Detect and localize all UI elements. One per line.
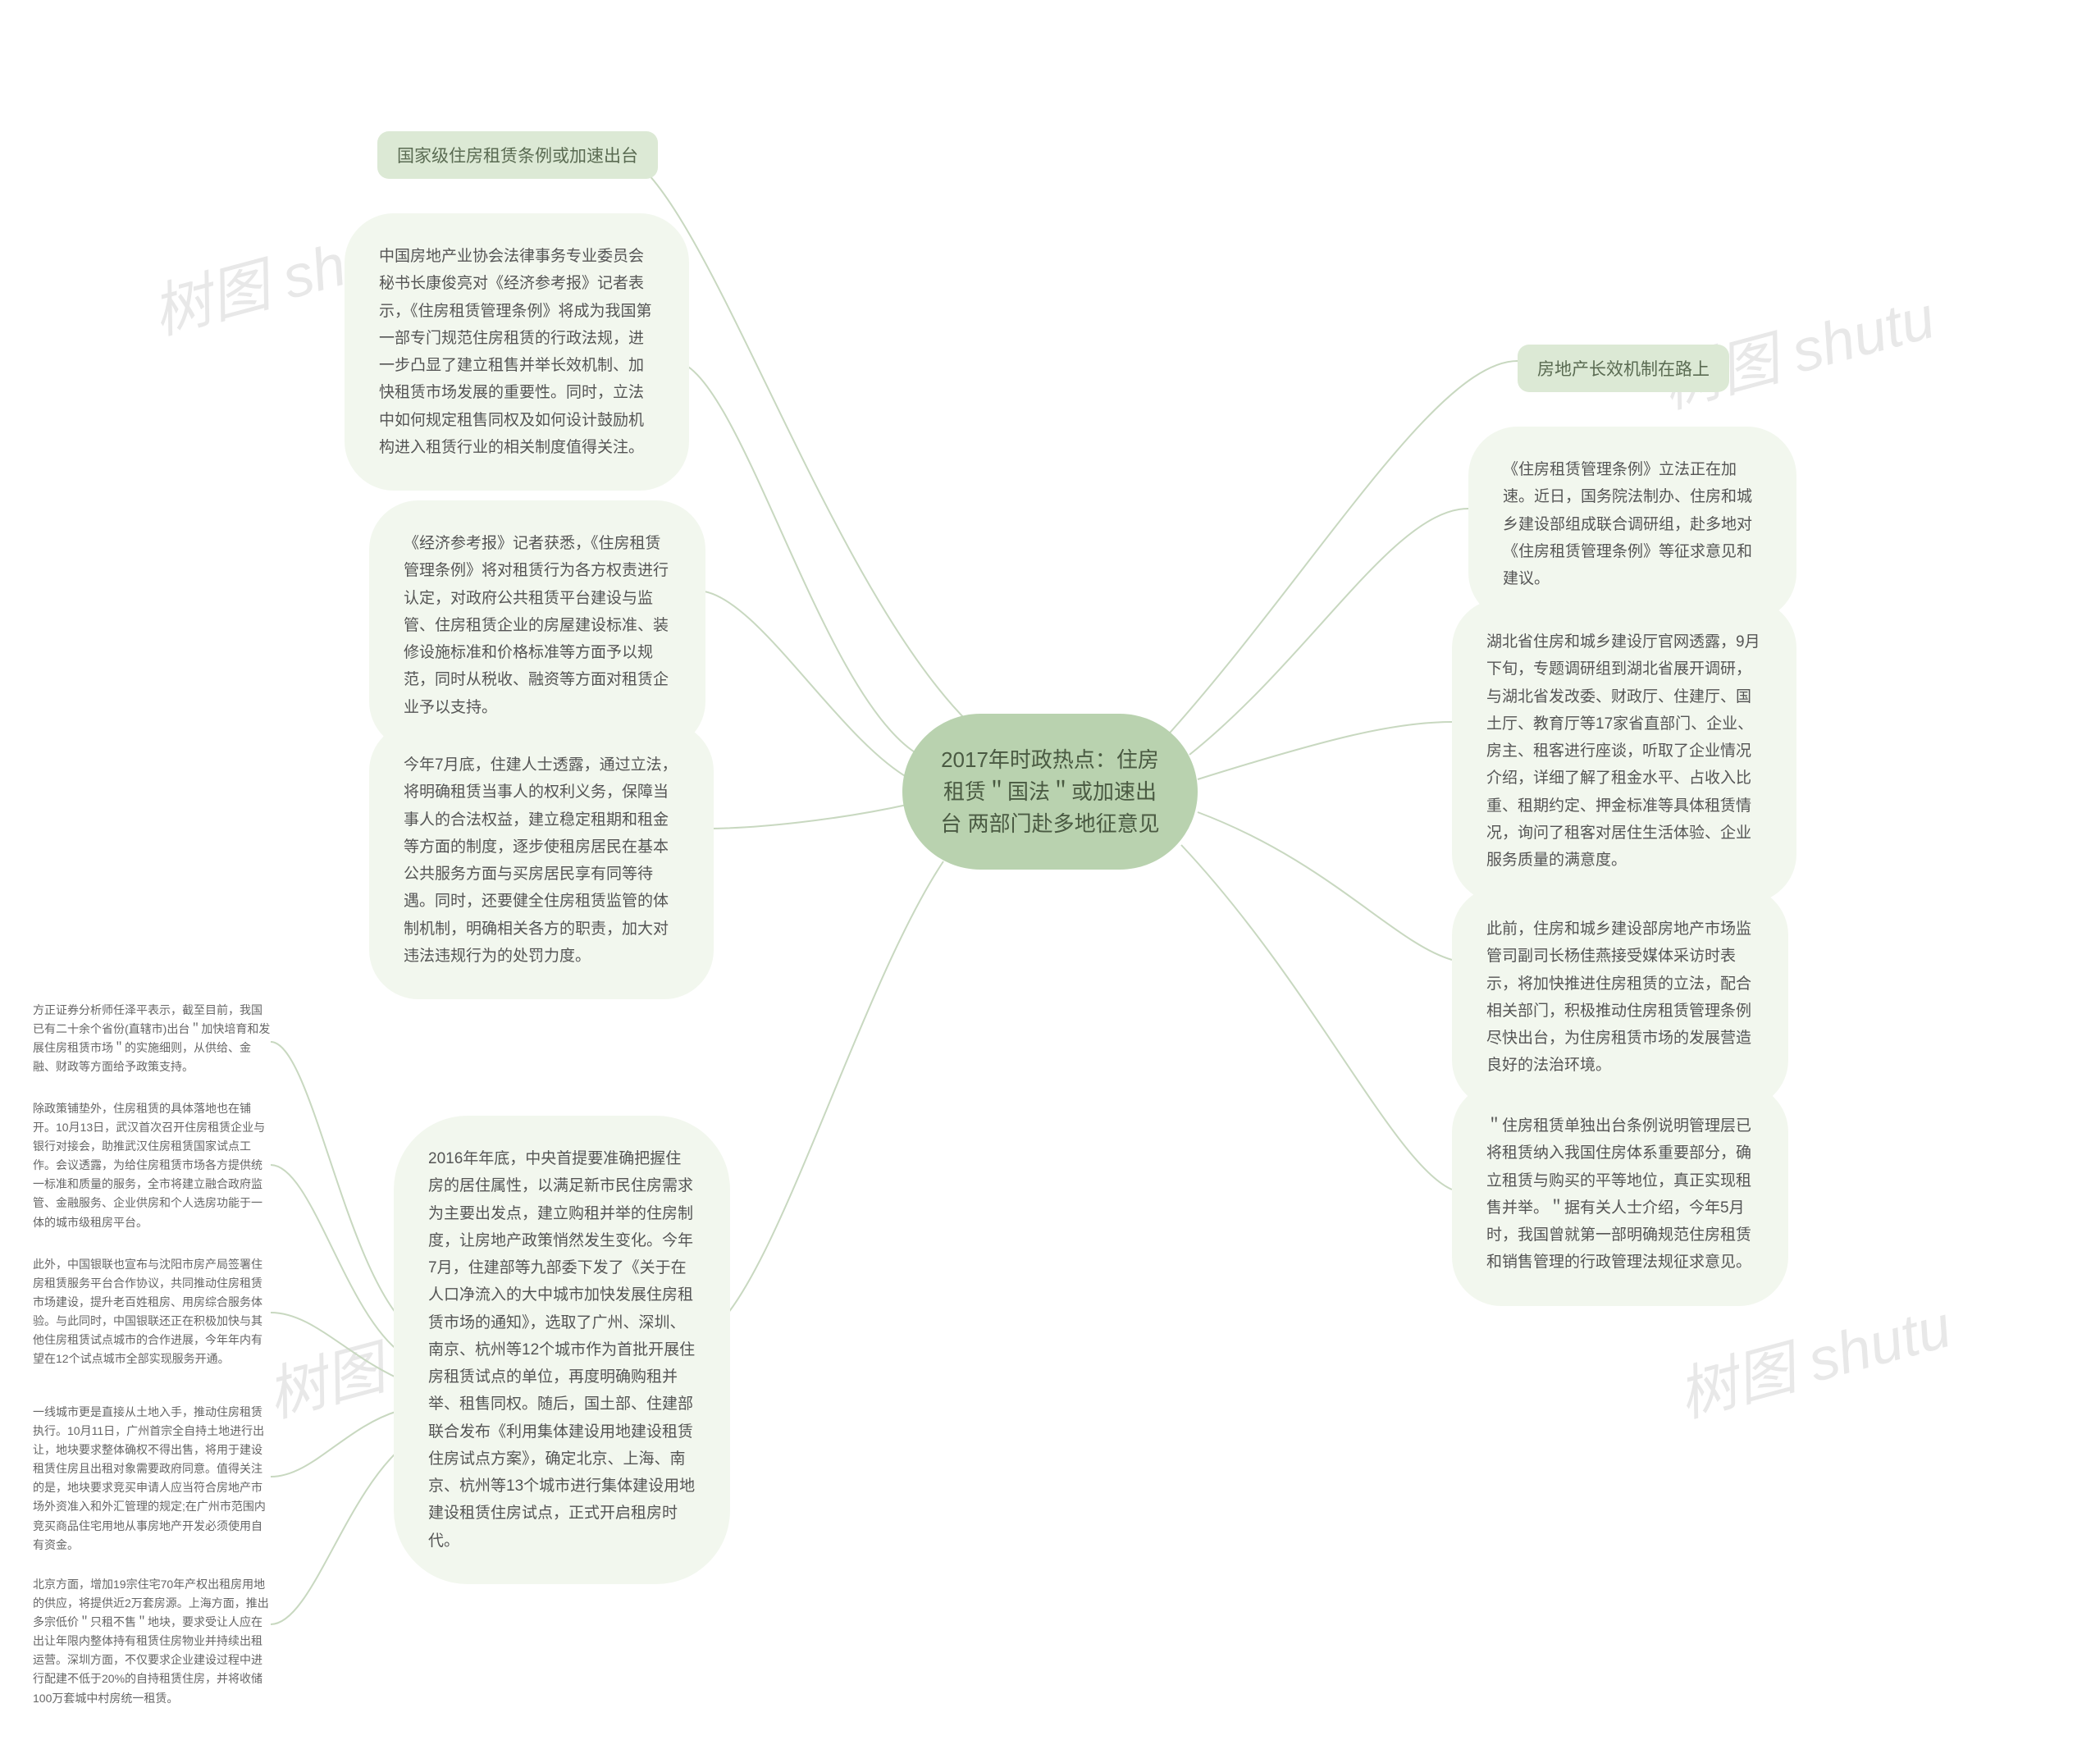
right-node-2-text: 湖北省住房和城乡建设厅官网透露，9月下旬，专题调研组到湖北省展开调研，与湖北省发… [1486,633,1760,869]
small-note-3: 此外，中国银联也宣布与沈阳市房产局签署住房租赁服务平台合作协议，共同推动住房租赁… [33,1255,271,1369]
right-node-2: 湖北省住房和城乡建设厅官网透露，9月下旬，专题调研组到湖北省展开调研，与湖北省发… [1452,599,1796,903]
small-note-5: 北京方面，增加19宗住宅70年产权出租房用地的供应，将提供近2万套房源。上海方面… [33,1575,271,1708]
right-node-3-text: 此前，住房和城乡建设部房地产市场监管司副司长杨佳燕接受媒体采访时表示，将加快推进… [1486,920,1751,1074]
left-header: 国家级住房租赁条例或加速出台 [377,131,658,179]
small-note-5-text: 北京方面，增加19宗住宅70年产权出租房用地的供应，将提供近2万套房源。上海方面… [33,1578,269,1705]
left-node-1: 中国房地产业协会法律事务专业委员会秘书长康俊亮对《经济参考报》记者表示，《住房租… [345,213,689,491]
right-header-text: 房地产长效机制在路上 [1537,360,1710,379]
small-note-2: 除政策铺垫外，住房租赁的具体落地也在铺开。10月13日，武汉首次召开住房租赁企业… [33,1099,271,1232]
right-header: 房地产长效机制在路上 [1518,345,1729,392]
left-node-1-text: 中国房地产业协会法律事务专业委员会秘书长康俊亮对《经济参考报》记者表示，《住房租… [379,248,652,456]
center-topic: 2017年时政热点：住房租赁＂国法＂或加速出台 两部门赴多地征意见 [902,714,1198,870]
left-node-2-text: 《经济参考报》记者获悉，《住房租赁管理条例》将对租赁行为各方权责进行认定，对政府… [404,535,669,716]
left-header-text: 国家级住房租赁条例或加速出台 [397,147,638,166]
right-node-4: ＂住房租赁单独出台条例说明管理层已将租赁纳入我国住房体系重要部分，确立租赁与购买… [1452,1083,1788,1306]
small-note-1-text: 方正证券分析师任泽平表示，截至目前，我国已有二十余个省份(直辖市)出台＂加快培育… [33,1003,270,1073]
small-note-4: 一线城市更是直接从土地入手，推动住房租赁执行。10月11日，广州首宗全自持土地进… [33,1403,271,1555]
right-node-1: 《住房租赁管理条例》立法正在加速。近日，国务院法制办、住房和城乡建设部组成联合调… [1468,427,1796,622]
small-note-4-text: 一线城市更是直接从土地入手，推动住房租赁执行。10月11日，广州首宗全自持土地进… [33,1405,266,1551]
right-node-3: 此前，住房和城乡建设部房地产市场监管司副司长杨佳燕接受媒体采访时表示，将加快推进… [1452,886,1788,1109]
right-node-1-text: 《住房租赁管理条例》立法正在加速。近日，国务院法制办、住房和城乡建设部组成联合调… [1503,461,1752,587]
left-node-4-text: 2016年年底，中央首提要准确把握住房的居住属性，以满足新市民住房需求为主要出发… [428,1150,695,1550]
small-note-1: 方正证券分析师任泽平表示，截至目前，我国已有二十余个省份(直辖市)出台＂加快培育… [33,1001,271,1076]
small-note-3-text: 此外，中国银联也宣布与沈阳市房产局签署住房租赁服务平台合作协议，共同推动住房租赁… [33,1258,262,1365]
left-node-3-text: 今年7月底，住建人士透露，通过立法，将明确租赁当事人的权利义务，保障当事人的合法… [404,756,678,965]
left-node-2: 《经济参考报》记者获悉，《住房租赁管理条例》将对租赁行为各方权责进行认定，对政府… [369,500,705,751]
left-node-4: 2016年年底，中央首提要准确把握住房的居住属性，以满足新市民住房需求为主要出发… [394,1116,730,1584]
left-node-3: 今年7月底，住建人士透露，通过立法，将明确租赁当事人的权利义务，保障当事人的合法… [369,722,714,999]
center-title: 2017年时政热点：住房租赁＂国法＂或加速出台 两部门赴多地征意见 [935,744,1165,840]
small-note-2-text: 除政策铺垫外，住房租赁的具体落地也在铺开。10月13日，武汉首次召开住房租赁企业… [33,1102,265,1229]
right-node-4-text: ＂住房租赁单独出台条例说明管理层已将租赁纳入我国住房体系重要部分，确立租赁与购买… [1486,1117,1751,1271]
